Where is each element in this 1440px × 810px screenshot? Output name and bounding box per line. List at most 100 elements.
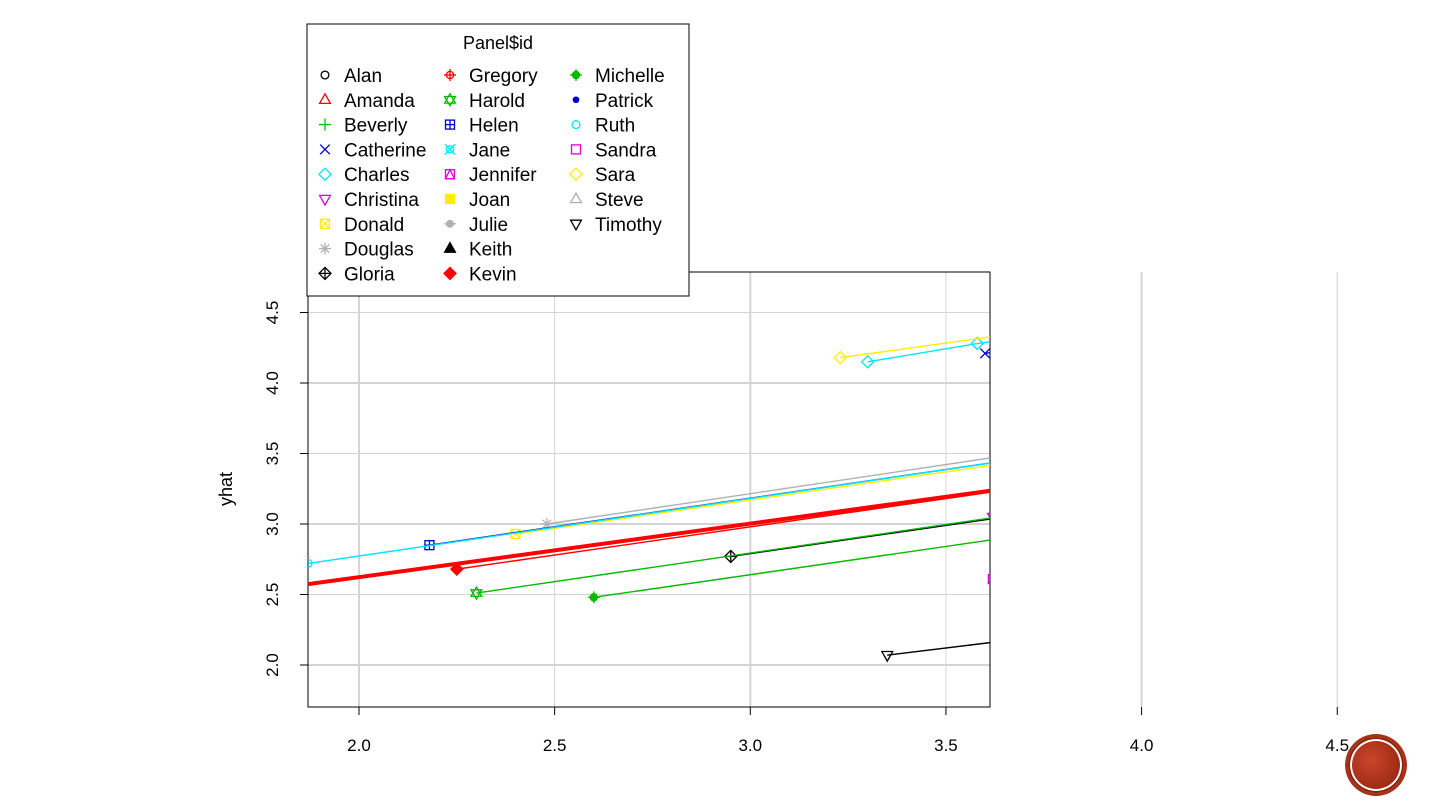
legend-marker-joan-mark: [444, 193, 456, 205]
legend-entry-joan: Joan: [444, 190, 510, 211]
legend-label-kevin: Kevin: [469, 264, 517, 285]
point-jane-0-mark: [1314, 425, 1321, 432]
series-line-kevin: [456, 491, 990, 570]
point-catherine-2: [1227, 312, 1237, 322]
x-tick-label-1: 2.5: [543, 736, 567, 755]
point-julie-0: [1175, 385, 1187, 392]
point-joan-2-mark: [1325, 510, 1334, 519]
series-charles: [860, 336, 990, 369]
point-alan-0: [1059, 365, 1067, 373]
point-sandra-0: [1188, 637, 1197, 646]
legend-entry-donald: Donald: [319, 215, 404, 236]
legend-marker-douglas: [319, 242, 331, 255]
legend-marker-ruth-mark: [571, 120, 581, 130]
legend-label-amanda: Amanda: [344, 91, 415, 112]
point-steve-1-mark: [1324, 402, 1335, 412]
legend-entry-ruth: Ruth: [571, 116, 635, 137]
series-line-sandra: [1192, 603, 1440, 641]
series-amanda: [1019, 445, 1308, 497]
legend-label-timothy: Timothy: [595, 215, 662, 236]
point-julie-1: [1245, 374, 1257, 381]
legend-label-christina: Christina: [344, 190, 419, 211]
legend-entry-gloria: Gloria: [318, 264, 395, 285]
legend-label-beverly: Beverly: [344, 116, 408, 137]
legend-marker-gloria: [318, 266, 332, 281]
legend-marker-donald: [319, 218, 331, 229]
point-douglas-2-mark: [1274, 411, 1282, 419]
legend-label-helen: Helen: [469, 116, 519, 137]
series-catherine: [979, 312, 1237, 359]
point-christina-1: [1363, 460, 1374, 470]
legend-marker-michelle: [570, 69, 582, 81]
point-douglas-1-mark: [1196, 423, 1204, 431]
series-line-christina: [993, 463, 1369, 517]
point-jane-0: [1313, 423, 1323, 433]
legend-label-charles: Charles: [344, 165, 409, 186]
series-line-catherine: [984, 351, 990, 355]
y-tick-label-0: 2.0: [263, 653, 282, 677]
legend-marker-jane-mark: [445, 145, 455, 154]
point-julie-2-mark: [1354, 360, 1361, 367]
point-sara-0: [833, 350, 848, 365]
legend-marker-kevin: [443, 266, 457, 281]
point-jennifer-1-mark: [1215, 539, 1224, 548]
legend-entry-charles: Charles: [318, 165, 409, 186]
point-keith-1: [1434, 307, 1440, 317]
legend-marker-ruth: [571, 120, 581, 130]
x-tick-label-0: 2.0: [347, 736, 371, 755]
point-catherine-2-mark: [1227, 312, 1237, 322]
legend-marker-patrick: [572, 96, 580, 104]
legend-entry-jennifer: Jennifer: [444, 165, 537, 186]
x-tick-label-5: 4.5: [1325, 736, 1349, 755]
point-harold-0-mark: [469, 585, 483, 598]
series-line-gloria: [730, 518, 990, 558]
series-keith: [1316, 307, 1440, 334]
legend-marker-catherine: [319, 144, 331, 155]
y-tick-label-1: 2.5: [263, 583, 282, 607]
point-joan-0: [1059, 548, 1068, 557]
legend-marker-charles-mark: [318, 167, 332, 182]
legend-entry-jane: Jane: [444, 140, 510, 161]
series-julie: [1175, 360, 1363, 392]
point-michelle-2: [1370, 480, 1382, 492]
series-line-keith: [1322, 313, 1439, 330]
point-joan-0-mark: [1059, 548, 1068, 557]
point-julie-0-mark: [1177, 385, 1184, 392]
slide-badge-icon: [1348, 737, 1404, 793]
point-jennifer-2: [1309, 527, 1318, 536]
point-catherine-2-mark: [1227, 312, 1237, 322]
point-helen-2: [1423, 394, 1432, 403]
series-line-douglas: [546, 457, 990, 525]
point-beverly-1: [1292, 469, 1304, 481]
legend-marker-jennifer-mark: [444, 168, 456, 180]
legend-marker-keith-mark: [443, 241, 457, 253]
point-christina-1-mark: [1363, 460, 1374, 470]
point-gregory-1: [1402, 512, 1414, 524]
legend-marker-patrick-mark: [572, 96, 580, 104]
series-line-gregory: [1083, 517, 1416, 565]
legend-label-gloria: Gloria: [344, 264, 395, 285]
legend-entry-julie: Julie: [444, 215, 508, 236]
point-sara-1: [1018, 326, 1030, 338]
series-christina: [986, 460, 1374, 520]
series-harold: [469, 463, 1331, 601]
point-donald-1-mark: [1215, 428, 1224, 437]
point-catherine-1-mark: [1145, 325, 1155, 335]
point-patrick-2-mark: [1409, 573, 1414, 578]
point-patrick-2: [1409, 573, 1414, 578]
legend-marker-sara-mark: [569, 167, 583, 182]
legend-box: [306, 23, 690, 297]
point-alan-1: [1326, 326, 1334, 334]
legend-marker-steve-mark: [569, 191, 583, 204]
series-donald: [510, 428, 1224, 540]
series-kevin: [449, 491, 990, 577]
point-julie-2: [1351, 360, 1363, 367]
axes: 2.02.53.03.54.04.55.02.02.53.03.54.04.5: [263, 301, 1349, 755]
legend-marker-donald-mark: [320, 218, 330, 229]
point-ruth-0: [308, 558, 313, 569]
series-sandra: [1188, 598, 1440, 645]
point-jennifer-1: [1215, 539, 1224, 548]
point-harold-1-mark: [1320, 463, 1331, 472]
point-harold-1: [1320, 463, 1331, 475]
point-jennifer-2-mark: [1309, 527, 1318, 536]
